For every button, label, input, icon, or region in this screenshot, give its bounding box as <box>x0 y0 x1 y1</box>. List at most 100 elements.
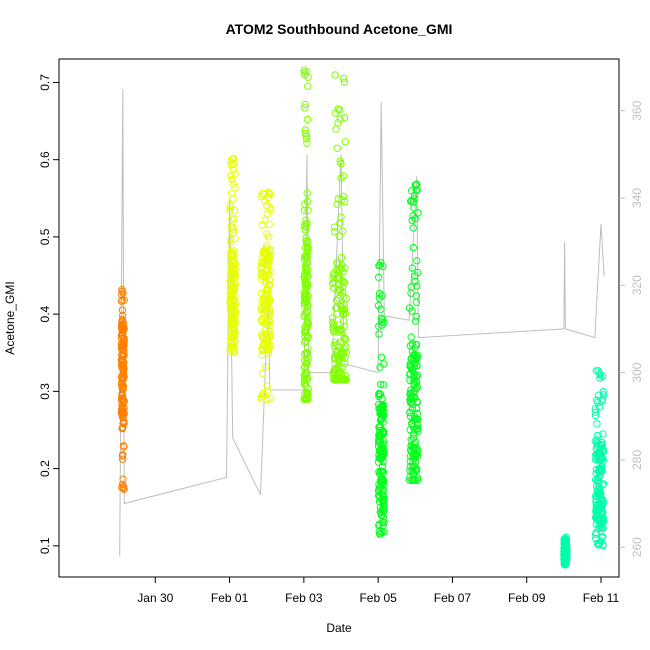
data-point <box>342 376 350 384</box>
data-point <box>409 452 417 460</box>
data-point <box>407 386 415 395</box>
data-point <box>596 471 605 479</box>
data-point <box>412 298 420 306</box>
data-point <box>228 342 236 350</box>
data-point <box>227 239 235 247</box>
data-point <box>561 536 570 544</box>
data-point <box>405 304 414 312</box>
data-point <box>301 100 309 109</box>
data-point <box>376 503 385 511</box>
data-point <box>300 312 308 320</box>
data-point <box>302 349 311 357</box>
data-point <box>264 349 273 357</box>
data-point <box>333 310 341 318</box>
data-point <box>338 283 347 291</box>
x-tick-label: Feb 07 <box>434 591 472 605</box>
data-point <box>378 512 386 520</box>
data-point <box>300 377 309 385</box>
data-point <box>302 135 310 143</box>
data-point <box>592 454 600 462</box>
data-point <box>226 202 234 210</box>
data-point <box>333 260 341 269</box>
data-point <box>593 511 602 519</box>
data-point <box>377 483 385 491</box>
data-point <box>265 220 273 229</box>
data-point <box>379 521 387 529</box>
x-tick-label: Feb 09 <box>508 591 546 605</box>
y2-tick-label: 300 <box>630 362 644 382</box>
data-point <box>341 335 350 344</box>
data-point <box>263 284 271 293</box>
data-point <box>410 374 419 383</box>
data-point <box>228 215 236 223</box>
data-point <box>412 313 420 321</box>
data-point <box>119 484 128 492</box>
data-point <box>228 344 236 353</box>
data-point <box>117 357 126 365</box>
data-point <box>303 189 311 198</box>
data-point <box>303 389 312 397</box>
data-point <box>592 506 600 514</box>
data-point <box>594 391 603 399</box>
data-point <box>595 483 603 491</box>
data-point <box>599 524 607 532</box>
data-point <box>406 342 415 350</box>
data-point <box>335 321 343 329</box>
data-point <box>266 394 275 403</box>
data-point <box>226 296 234 304</box>
data-point <box>377 530 385 538</box>
data-point <box>304 302 312 310</box>
data-point <box>562 559 570 567</box>
data-point <box>231 170 239 178</box>
data-point <box>330 327 338 336</box>
data-point <box>303 360 311 368</box>
data-point <box>330 228 339 236</box>
data-point <box>229 275 238 283</box>
data-point <box>118 361 126 369</box>
data-point <box>592 534 600 543</box>
data-point <box>410 372 418 380</box>
data-point <box>341 359 349 367</box>
secondary-line-series <box>119 88 605 556</box>
data-point <box>379 405 387 414</box>
data-point <box>229 251 238 259</box>
x-tick-label: Feb 11 <box>583 591 620 605</box>
data-point <box>378 292 386 300</box>
data-point <box>301 284 310 293</box>
x-tick-label: Jan 30 <box>137 591 173 605</box>
y-tick-label: 0.6 <box>38 151 52 168</box>
data-point <box>228 189 236 197</box>
data-point <box>407 283 415 291</box>
data-point <box>301 281 310 289</box>
data-point <box>413 420 421 429</box>
data-point <box>119 365 127 373</box>
data-point <box>410 379 418 388</box>
data-point <box>119 375 127 383</box>
data-point <box>336 219 344 227</box>
data-point <box>302 237 310 245</box>
data-point <box>377 509 385 517</box>
data-point <box>263 230 271 238</box>
data-point <box>119 455 127 463</box>
data-point <box>334 343 343 351</box>
data-point <box>593 431 602 440</box>
data-point <box>329 318 337 326</box>
data-point <box>267 206 275 214</box>
data-point <box>378 478 386 487</box>
data-point <box>592 476 600 484</box>
data-point <box>375 273 383 281</box>
data-point <box>375 484 383 492</box>
data-point <box>300 288 308 297</box>
secondary-line-layer <box>119 88 605 556</box>
data-point <box>118 287 127 296</box>
chart-title: ATOM2 Southbound Acetone_GMI <box>226 21 453 37</box>
data-point <box>340 305 349 314</box>
data-point <box>118 344 127 352</box>
data-point <box>266 246 275 254</box>
data-point <box>258 268 267 277</box>
data-point <box>377 305 385 313</box>
data-point <box>414 476 422 484</box>
data-point <box>340 334 348 343</box>
y-tick-label: 0.2 <box>38 460 52 477</box>
data-point <box>594 541 602 549</box>
